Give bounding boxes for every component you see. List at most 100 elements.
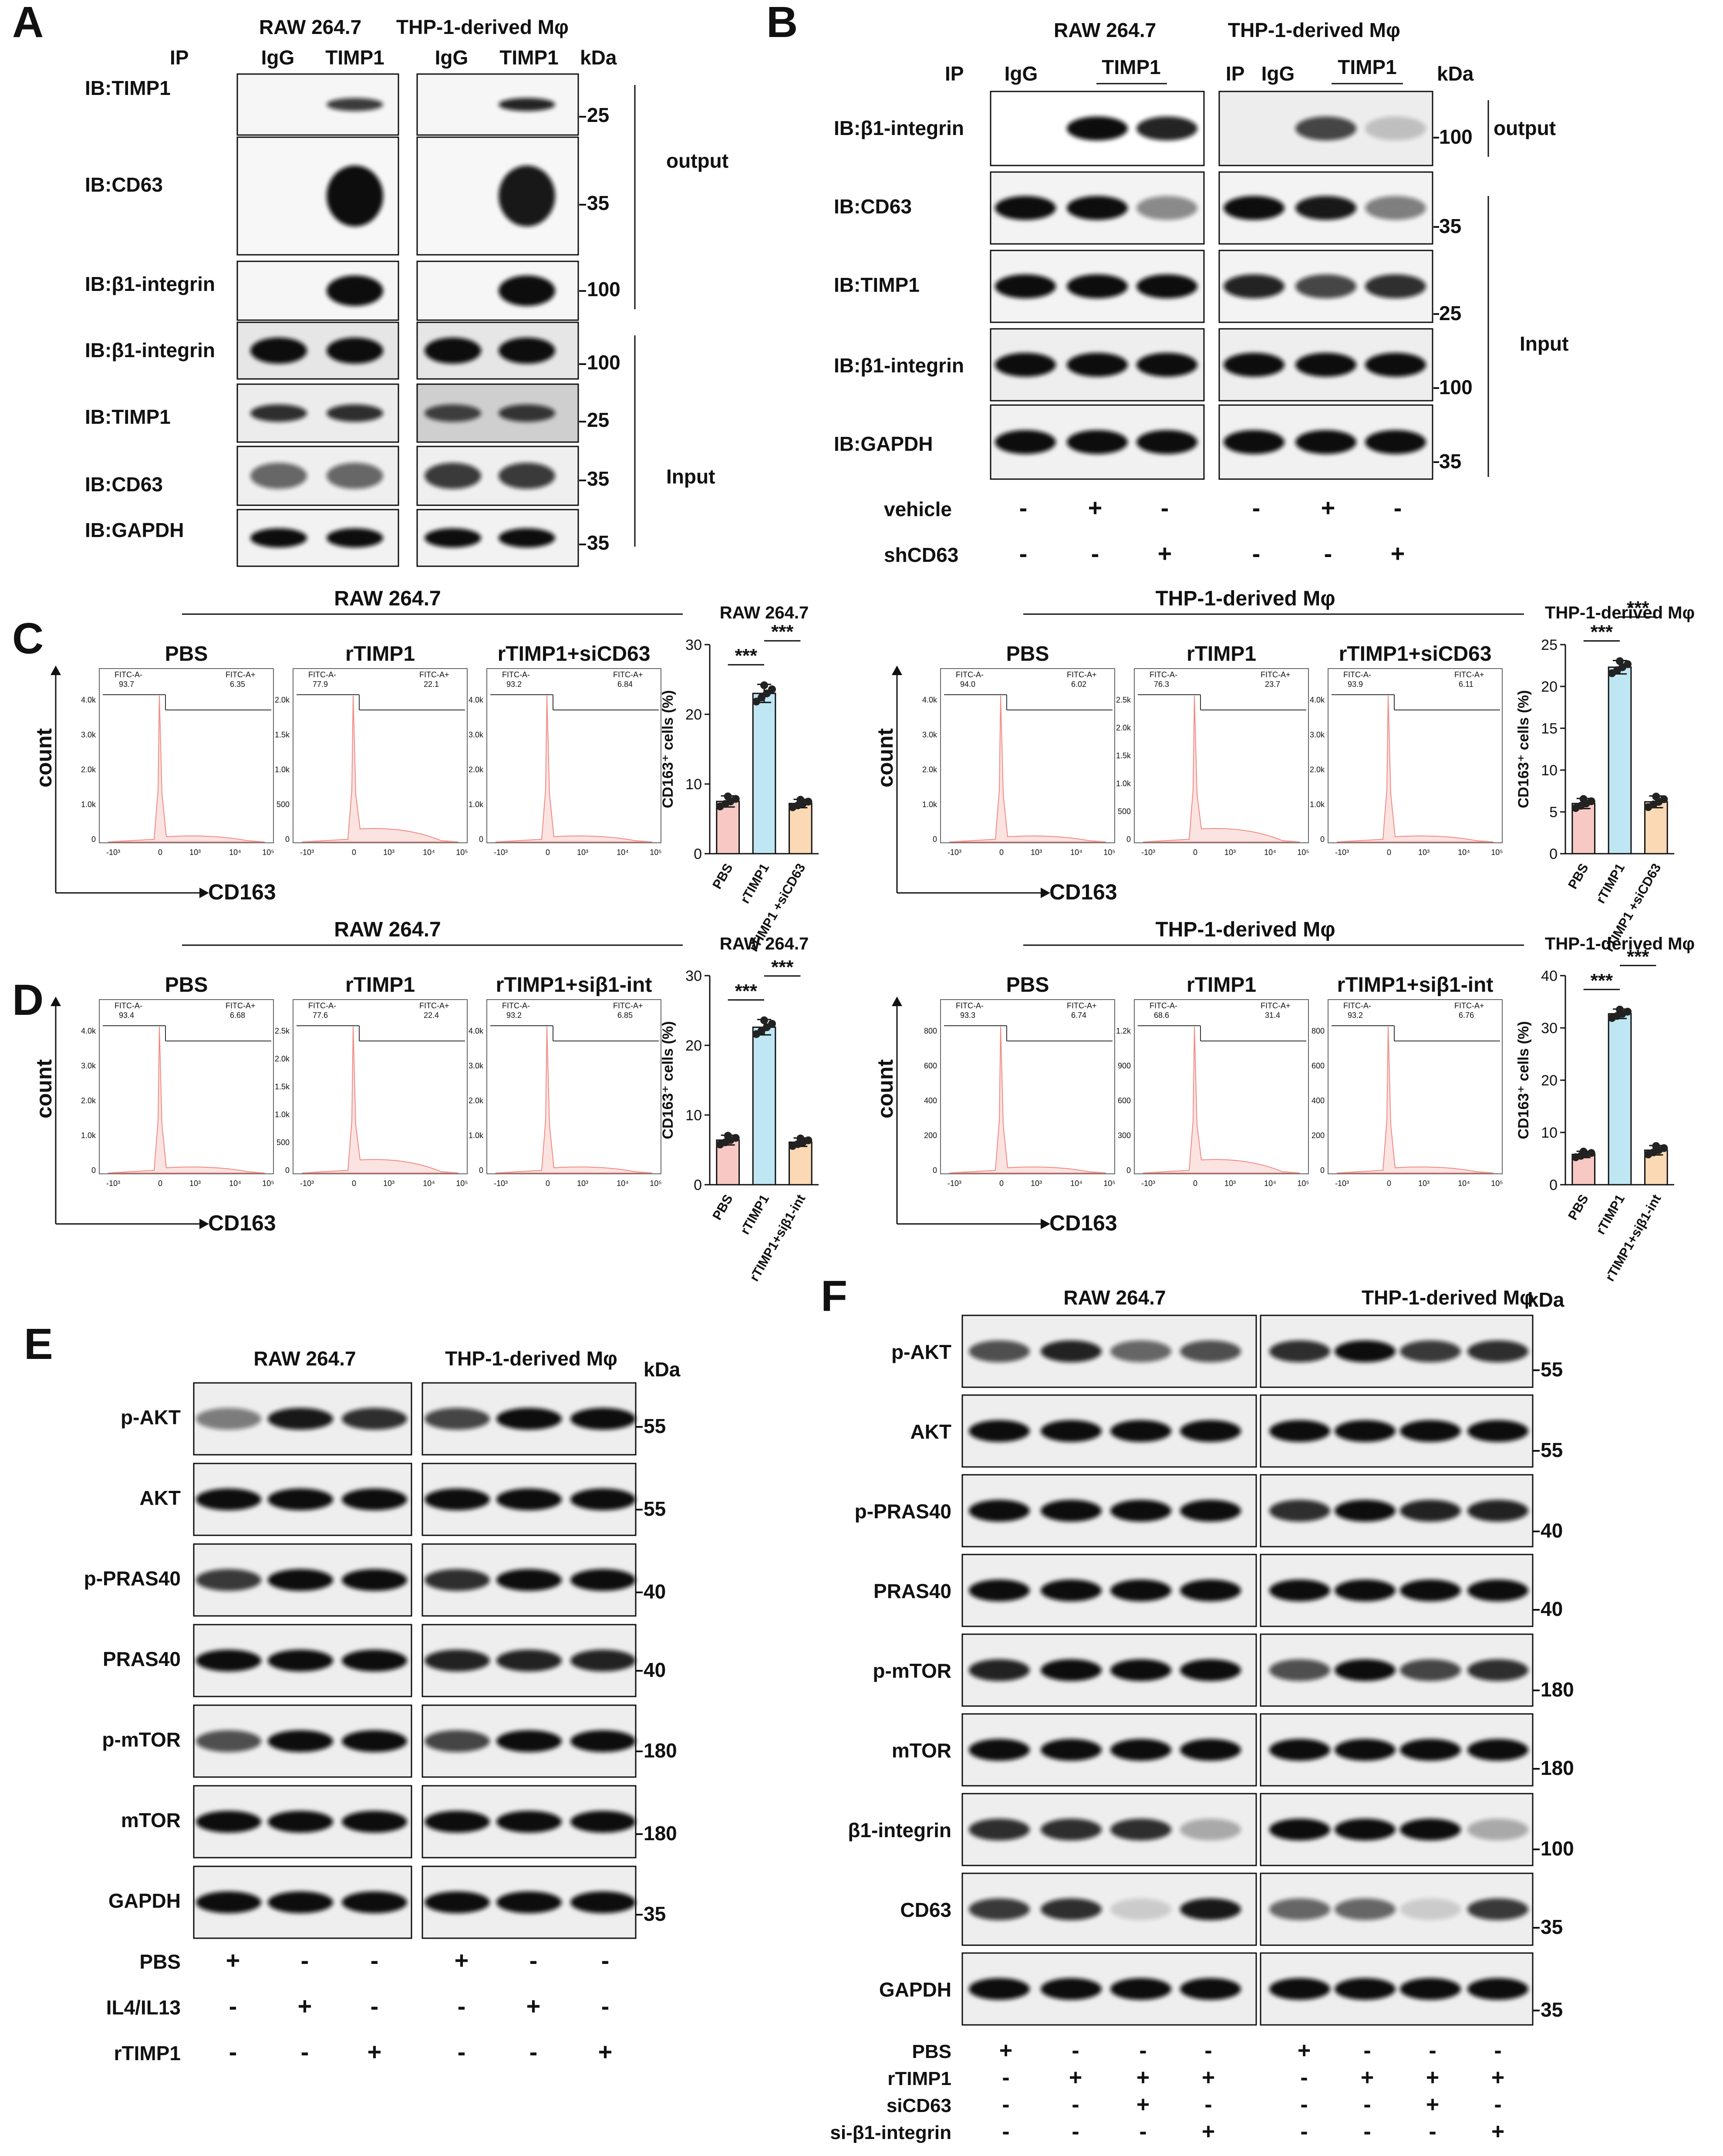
band	[196, 1408, 261, 1430]
treatment-sign: +	[1202, 2119, 1215, 2144]
treatment-sign: +	[298, 1992, 312, 2020]
treatment-sign: +	[1202, 2065, 1215, 2090]
treatment-sign: +	[999, 2038, 1012, 2063]
band	[1467, 1978, 1528, 2000]
blot-row-label: p-PRAS40	[84, 1567, 181, 1590]
band	[196, 1730, 261, 1752]
y-tick-label: 2.0k	[469, 765, 484, 774]
sig-mark: ***	[735, 645, 758, 666]
treatment-sign: +	[1426, 2092, 1439, 2117]
x-tick-label: 0	[158, 848, 162, 857]
y-tick-label: 600	[1312, 1061, 1325, 1070]
histogram-title: rTIMP1+siβ1-int	[496, 973, 652, 997]
band	[1269, 1340, 1330, 1362]
treatment-label: shCD63	[884, 544, 958, 566]
band	[1041, 1898, 1102, 1920]
band	[1400, 1978, 1461, 2000]
band	[1180, 1500, 1241, 1522]
band	[1400, 1420, 1461, 1442]
x-tick-label: 10³	[383, 848, 395, 857]
data-point	[1624, 660, 1632, 668]
band	[1365, 274, 1426, 298]
y-tick-label: 500	[276, 1138, 290, 1147]
data-point	[1660, 1144, 1668, 1152]
histogram-curve	[1143, 695, 1300, 842]
histogram-frame	[1134, 999, 1309, 1174]
bracket-label: output	[666, 149, 728, 172]
band	[1110, 1340, 1171, 1362]
x-tick-label: 10³	[1031, 848, 1042, 857]
kda-value: 25	[587, 409, 609, 431]
x-tick-label: 10⁴	[1458, 1179, 1470, 1188]
band	[425, 463, 481, 489]
data-point	[796, 796, 805, 804]
band	[969, 1579, 1030, 1602]
cell-label: THP-1-derived Mφ	[1155, 918, 1335, 941]
band	[250, 528, 307, 547]
treatment-sign: -	[1324, 540, 1332, 567]
band	[1110, 1739, 1171, 1761]
treatment-sign: +	[1426, 2065, 1439, 2090]
x-axis-label: CD163	[208, 1211, 276, 1235]
data-point	[796, 1134, 805, 1142]
gate-value: 31.4	[1265, 1011, 1280, 1020]
x-tick-label: 10⁴	[229, 848, 241, 857]
band	[969, 1978, 1030, 2000]
treatment-label: vehicle	[884, 498, 952, 520]
band	[1467, 1500, 1528, 1522]
band	[1224, 274, 1285, 298]
x-tick-label: 10⁴	[617, 848, 629, 857]
treatment-label: rTIMP1	[114, 2042, 181, 2065]
y-tick-label: 300	[1118, 1131, 1131, 1140]
bar-chart-title: RAW 264.7	[720, 934, 809, 953]
gate-value: 93.3	[960, 1011, 975, 1020]
y-tick-label: 0	[479, 1166, 483, 1175]
gate-value: 22.1	[424, 680, 439, 689]
band	[1467, 1818, 1528, 1841]
y-tick-label: 0	[1126, 1166, 1131, 1175]
y-tick-label: 0	[91, 835, 96, 844]
band	[570, 1649, 636, 1672]
band	[1067, 430, 1128, 454]
axis-arrow-head	[199, 888, 209, 898]
data-point	[1587, 797, 1595, 805]
treatment-sign: +	[1158, 540, 1172, 567]
treatment-sign: +	[1491, 2119, 1504, 2144]
band	[1467, 1579, 1528, 1602]
gate-value: 6.84	[617, 680, 633, 689]
treatment-sign: -	[229, 2038, 237, 2065]
histogram-curve	[108, 695, 265, 842]
band	[342, 1811, 407, 1833]
gate-label: FITC-A+	[1454, 670, 1484, 679]
x-tick-label: 10⁵	[1103, 848, 1115, 857]
x-tick-label: 10⁴	[229, 1179, 241, 1188]
band	[1269, 1659, 1330, 1681]
blot-row-label: p-PRAS40	[855, 1500, 951, 1523]
treatment-sign: -	[1072, 2038, 1079, 2063]
x-tick-label: -10³	[1335, 1179, 1349, 1188]
y-tick-label: 0	[933, 835, 937, 844]
cell-label: THP-1-derived Mφ	[1155, 587, 1335, 610]
treatment-sign: -	[371, 1992, 379, 2020]
y-tick-label: 4.0k	[1310, 696, 1325, 704]
gate-label: FITC-A-	[1343, 670, 1371, 679]
data-point	[724, 1132, 732, 1140]
y-tick-label: 600	[924, 1061, 937, 1070]
histogram-title: PBS	[1006, 642, 1049, 666]
panel-a: A RAW 264.7 THP-1-derived Mφ IP IgG TIMP1 IgG T…	[12, 0, 728, 567]
y-tick-label: 0	[694, 846, 702, 862]
histogram-title: PBS	[165, 973, 208, 997]
histogram-frame	[1328, 668, 1503, 843]
band	[1136, 196, 1197, 220]
band	[250, 463, 307, 489]
y-tick-label: 1.0k	[922, 800, 937, 809]
x-tick-label: -10³	[494, 1179, 508, 1188]
blot-row-label: p-AKT	[891, 1341, 951, 1363]
x-tick-label: 0	[158, 1179, 162, 1188]
band	[1041, 1818, 1102, 1841]
band	[499, 404, 555, 422]
blot-row-label: IB:TIMP1	[85, 77, 171, 99]
y-tick-label: 1.0k	[469, 1131, 484, 1140]
y-axis-label: count	[873, 728, 897, 787]
band	[425, 1891, 490, 1913]
